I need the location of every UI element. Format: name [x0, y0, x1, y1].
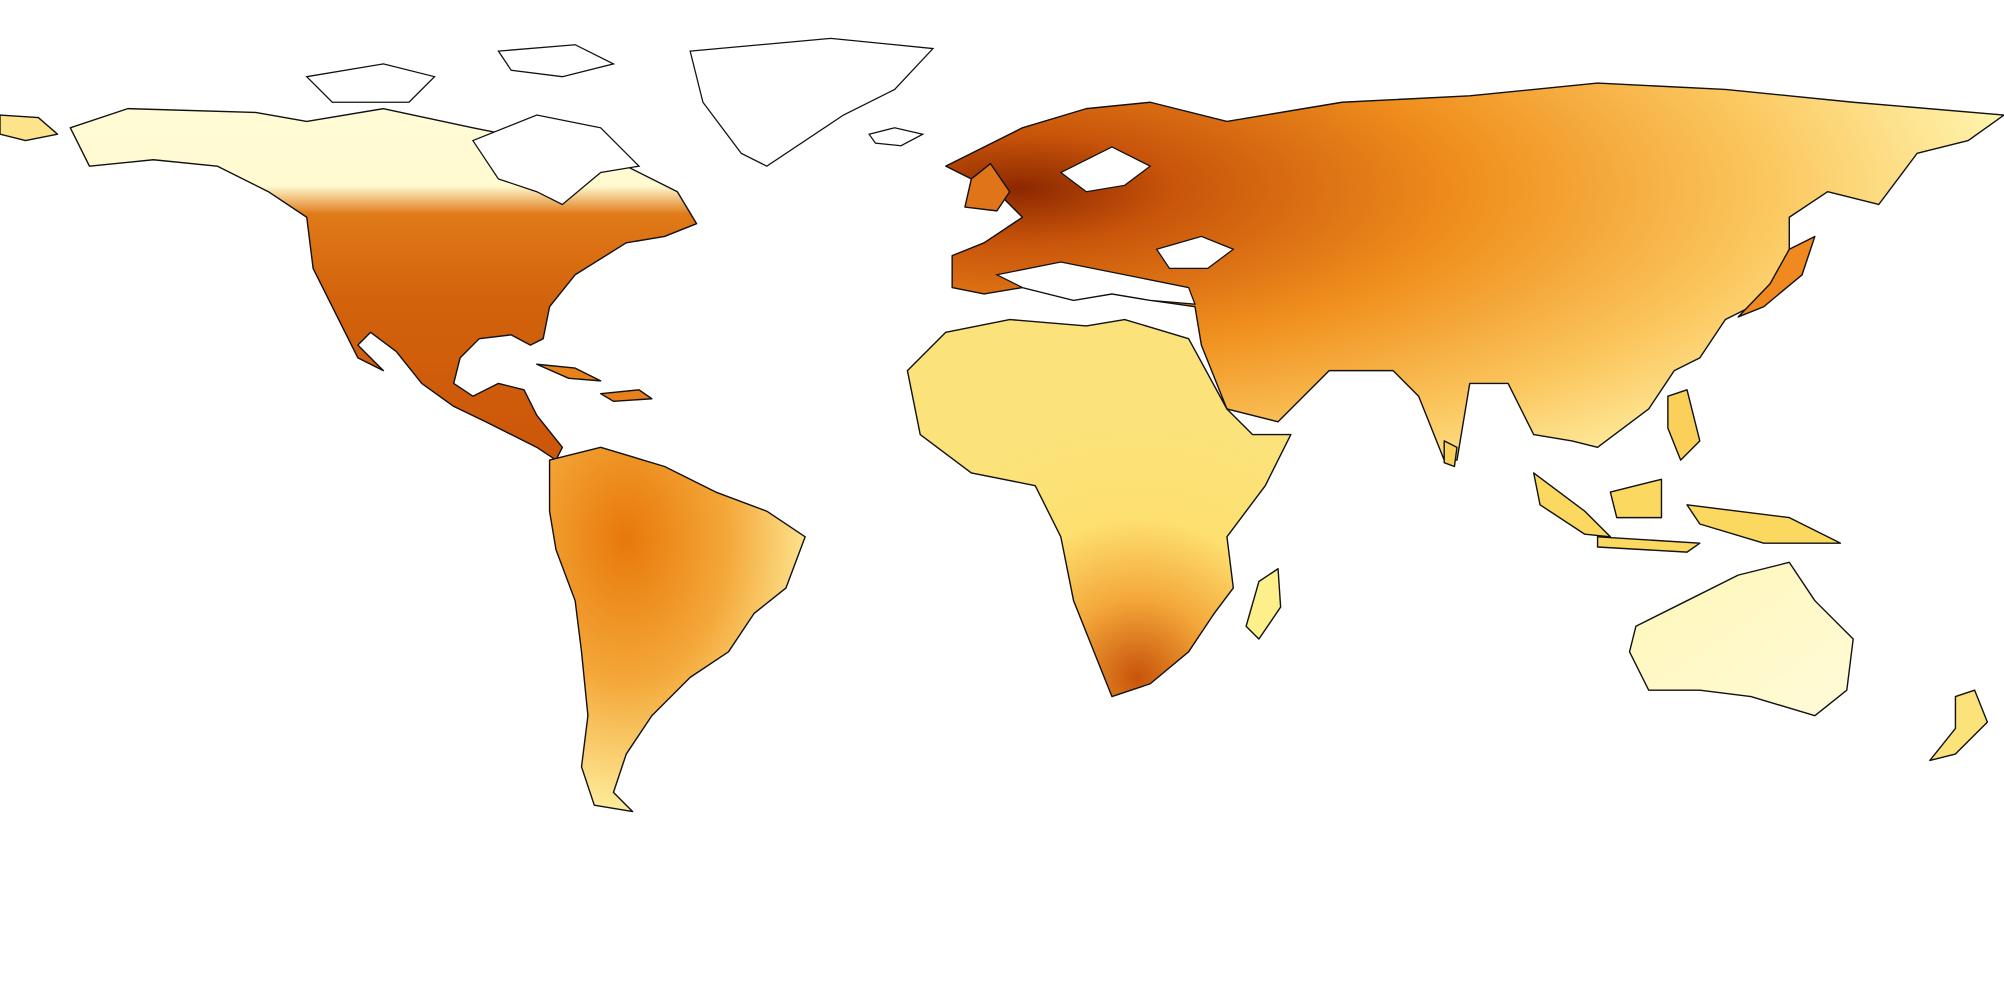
japan	[1737, 235, 1816, 318]
arctic-islands	[471, 114, 641, 206]
alaska-west	[0, 114, 59, 142]
new-zealand	[1929, 689, 1989, 762]
sri-lanka	[1443, 440, 1458, 468]
greenland	[689, 37, 935, 167]
philippines	[1667, 389, 1701, 461]
arctic-islands	[497, 44, 616, 78]
britain	[964, 162, 1011, 212]
madagascar	[1245, 568, 1282, 640]
arctic-islands	[305, 63, 436, 103]
mediterranean	[994, 261, 1196, 305]
south-america	[548, 446, 806, 813]
africa	[906, 318, 1292, 698]
iceland	[868, 127, 925, 147]
australia	[1628, 561, 1854, 717]
black-sea	[1155, 235, 1235, 270]
scandinavia-gap	[1059, 146, 1152, 193]
caribbean	[536, 363, 653, 403]
north-america	[69, 107, 698, 461]
indonesia	[1532, 472, 1842, 553]
